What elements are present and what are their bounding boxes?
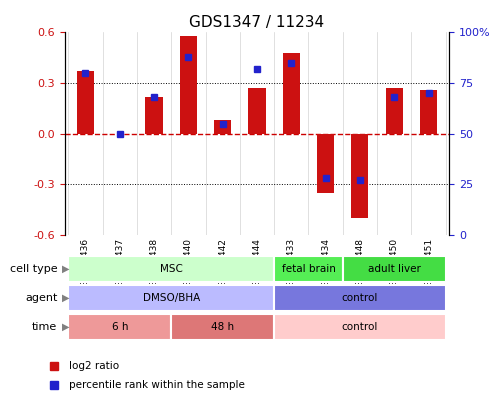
FancyBboxPatch shape: [274, 285, 446, 311]
Text: control: control: [342, 293, 378, 303]
Text: fetal brain: fetal brain: [281, 264, 335, 274]
Bar: [317, 134, 334, 193]
Bar: [283, 53, 300, 134]
FancyBboxPatch shape: [68, 285, 274, 311]
Text: adult liver: adult liver: [368, 264, 421, 274]
FancyBboxPatch shape: [274, 256, 343, 282]
Text: cell type: cell type: [10, 264, 57, 274]
Text: MSC: MSC: [160, 264, 183, 274]
Text: log2 ratio: log2 ratio: [69, 361, 119, 371]
Bar: [146, 96, 163, 134]
FancyBboxPatch shape: [343, 256, 446, 282]
FancyBboxPatch shape: [68, 314, 171, 340]
Text: time: time: [32, 322, 57, 332]
Text: ▶: ▶: [62, 293, 70, 303]
Text: DMSO/BHA: DMSO/BHA: [143, 293, 200, 303]
Text: 48 h: 48 h: [211, 322, 234, 332]
Text: control: control: [342, 322, 378, 332]
Text: percentile rank within the sample: percentile rank within the sample: [69, 380, 245, 390]
Bar: [77, 71, 94, 134]
Bar: [351, 134, 368, 218]
FancyBboxPatch shape: [171, 314, 274, 340]
Text: ▶: ▶: [62, 322, 70, 332]
Bar: [214, 120, 231, 134]
FancyBboxPatch shape: [68, 256, 274, 282]
Bar: [386, 88, 403, 134]
Text: ▶: ▶: [62, 264, 70, 274]
Bar: [420, 90, 437, 134]
Bar: [249, 88, 265, 134]
Text: 6 h: 6 h: [111, 322, 128, 332]
Title: GDS1347 / 11234: GDS1347 / 11234: [190, 15, 324, 30]
FancyBboxPatch shape: [274, 314, 446, 340]
Text: agent: agent: [25, 293, 57, 303]
Bar: [180, 36, 197, 134]
